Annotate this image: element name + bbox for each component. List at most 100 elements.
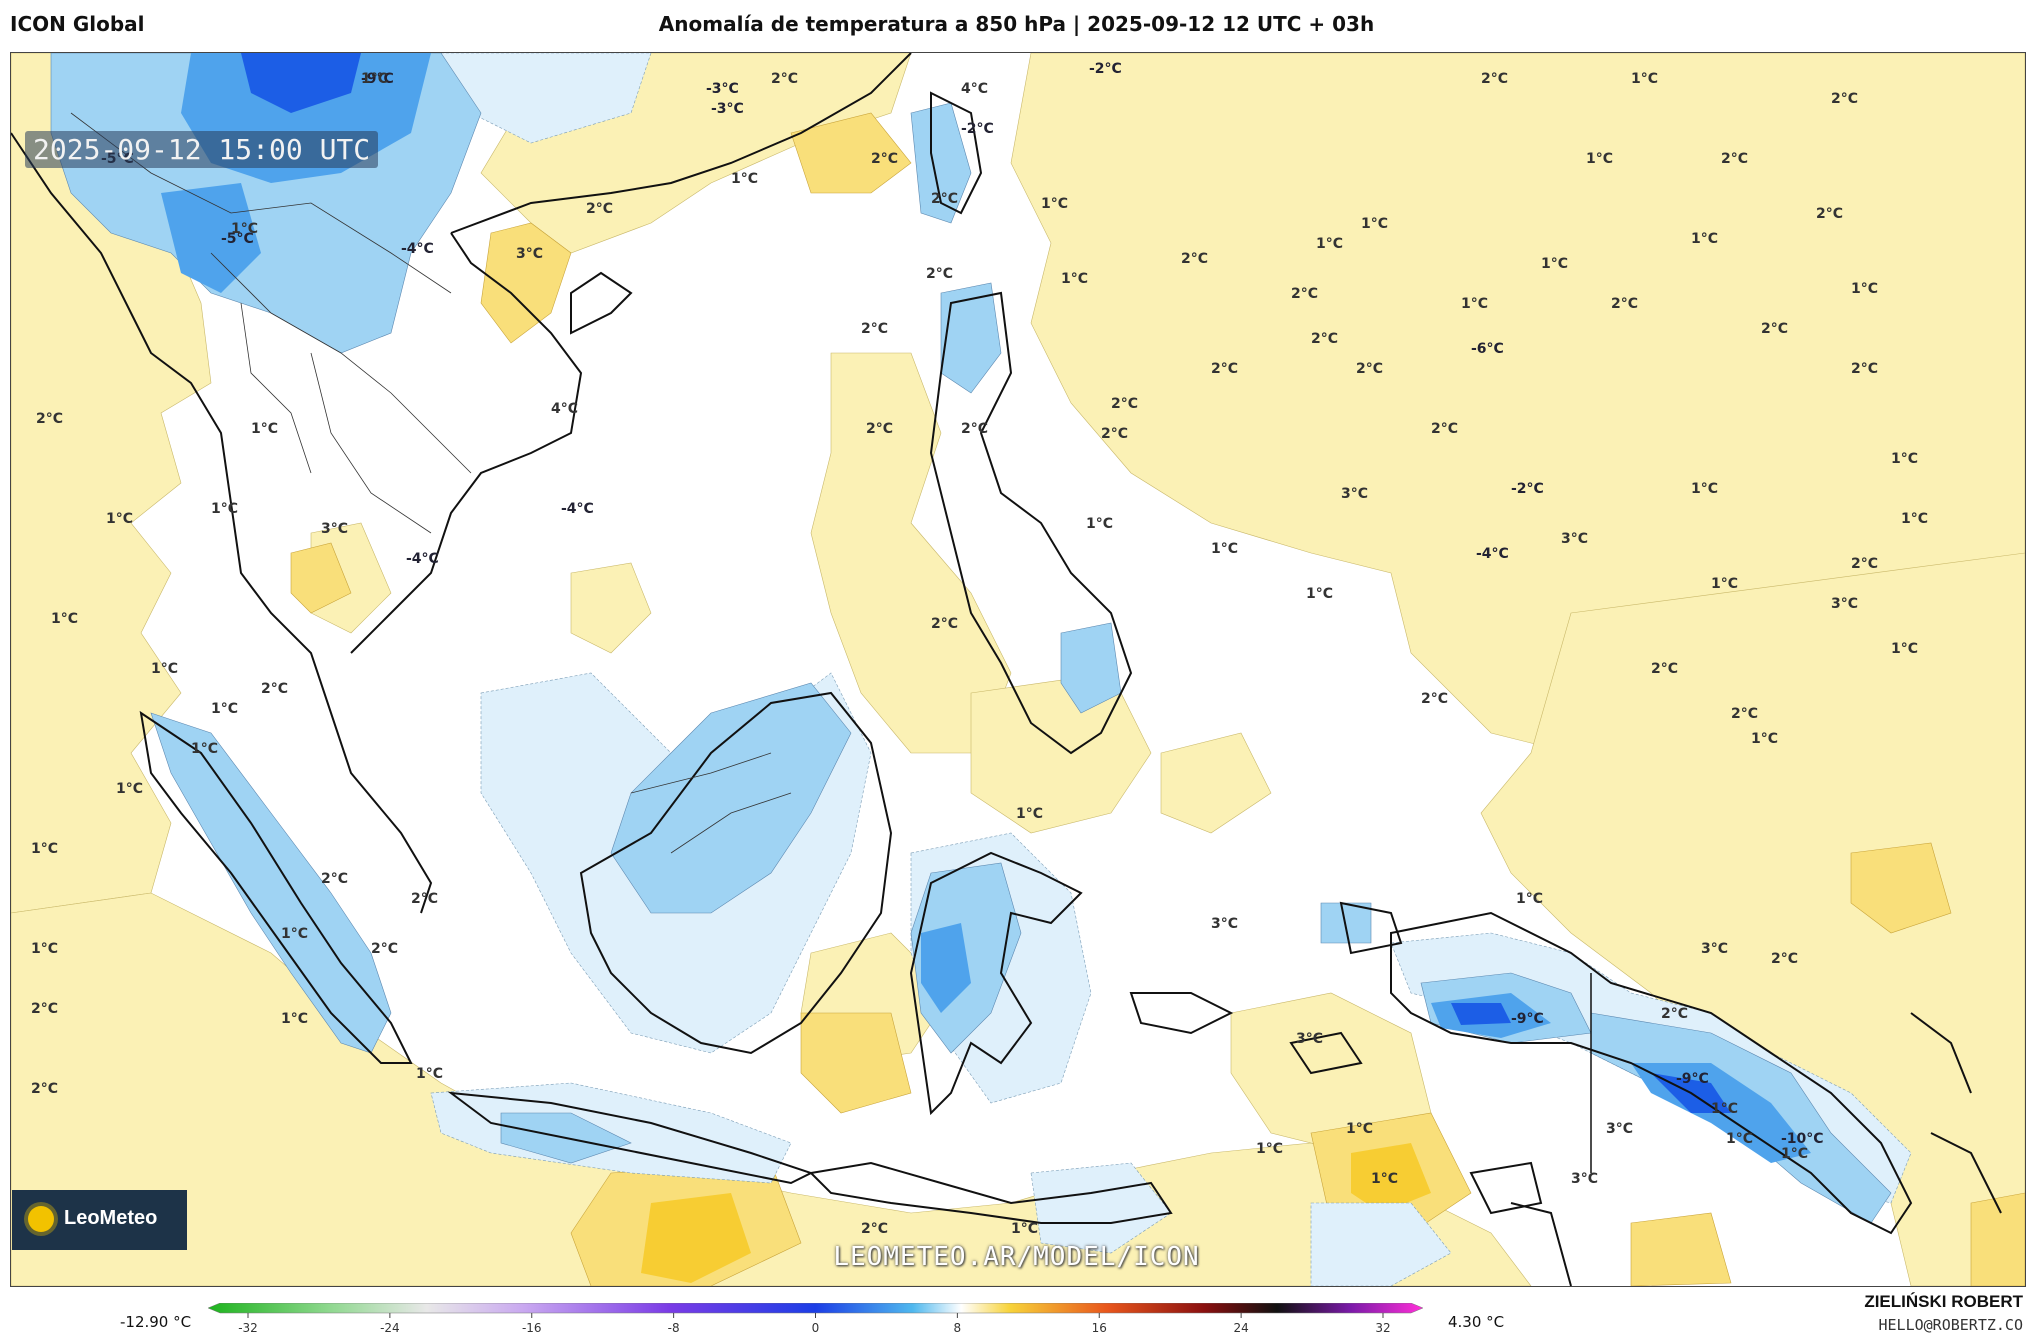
contour-label: 1°C: [1306, 586, 1333, 602]
colorbar-tick-label: 0: [812, 1321, 820, 1335]
colorbar-tick-label: -32: [238, 1321, 258, 1335]
contour-label: 3°C: [1341, 486, 1368, 502]
contour-label: 1°C: [1086, 516, 1113, 532]
contour-label: 1°C: [1041, 196, 1068, 212]
contour-label: 1°C: [1061, 271, 1088, 287]
contour-label: -2°C: [1089, 61, 1122, 77]
colorbar-tick-label: 8: [954, 1321, 962, 1335]
map-panel[interactable]: -9°C-5°C-5°C-4°C4°C-4°C-4°C2°C3°C-3°C2°C…: [10, 52, 2026, 1287]
contour-label: 2°C: [861, 321, 888, 337]
contour-label: 2°C: [31, 1081, 58, 1097]
contour-label: 1°C: [1851, 281, 1878, 297]
contour-label: -9°C: [1676, 1071, 1709, 1087]
coastlines: [11, 53, 2002, 1286]
contour-label: 2°C: [1816, 206, 1843, 222]
contour-label: 2°C: [1721, 151, 1748, 167]
contour-label: 1°C: [1691, 481, 1718, 497]
contour-label: 4°C: [551, 401, 578, 417]
contour-label: 1°C: [1891, 451, 1918, 467]
valid-time-label: 2025-09-12 15:00 UTC: [25, 131, 379, 168]
contour-label: 1°C: [281, 1011, 308, 1027]
contour-label: 3°C: [1831, 596, 1858, 612]
author-email: HELLO@ROBERTZ.CO: [1878, 1316, 2024, 1334]
contour-label: -4°C: [406, 551, 439, 567]
contour-label: 2°C: [1731, 706, 1758, 722]
contour-label: 2°C: [586, 201, 613, 217]
contour-label: 1°C: [191, 741, 218, 757]
contour-label: 2°C: [1111, 396, 1138, 412]
contour-label: 1°C: [1751, 731, 1778, 747]
contour-label: 1°C: [1016, 806, 1043, 822]
contour-label: 2°C: [1661, 1006, 1688, 1022]
contour-label: -4°C: [401, 241, 434, 257]
contour-label: -2°C: [961, 121, 994, 137]
leometeo-logo[interactable]: LeoMeteo: [12, 1190, 187, 1250]
source-watermark: LEOMETEO.AR/MODEL/ICON: [833, 1242, 1200, 1272]
contour-label: 1°C: [1691, 231, 1718, 247]
contour-label: 1°C: [1891, 641, 1918, 657]
contour-label: 1°C: [1541, 256, 1568, 272]
contour-label: 2°C: [1431, 421, 1458, 437]
contour-label: 3°C: [1606, 1121, 1633, 1137]
logo-text: LeoMeteo: [64, 1207, 158, 1229]
contour-label: -5°C: [221, 231, 254, 247]
contour-label: 2°C: [871, 151, 898, 167]
contour-label: 1°C: [31, 941, 58, 957]
contour-label: 2°C: [1311, 331, 1338, 347]
contour-label: 1°C: [361, 71, 388, 87]
map-title: Anomalía de temperatura a 850 hPa | 2025…: [658, 12, 1375, 36]
contour-label: 2°C: [1651, 661, 1678, 677]
warm-mid-areas: [290, 112, 2025, 1286]
contour-label: 3°C: [321, 521, 348, 537]
colorbar-min-label: -12.90 °C: [120, 1313, 192, 1331]
contour-label: -6°C: [1471, 341, 1504, 357]
contour-label: 4°C: [961, 81, 988, 97]
contour-label: 3°C: [1701, 941, 1728, 957]
contour-label: 2°C: [36, 411, 63, 427]
contour-label: 2°C: [866, 421, 893, 437]
contour-label: 2°C: [1851, 361, 1878, 377]
contour-label: -4°C: [1476, 546, 1509, 562]
author-name: ZIELIŃSKI ROBERT: [1864, 1292, 2023, 1311]
contour-label: 1°C: [31, 841, 58, 857]
contour-label: 1°C: [1011, 1221, 1038, 1237]
contour-label: 2°C: [1291, 286, 1318, 302]
contour-label: 2°C: [411, 891, 438, 907]
contour-label: 2°C: [1211, 361, 1238, 377]
contour-label: 1°C: [1631, 71, 1658, 87]
contour-label: 2°C: [1101, 426, 1128, 442]
contour-label: 2°C: [1181, 251, 1208, 267]
contour-label: 2°C: [1611, 296, 1638, 312]
contour-label: 1°C: [51, 611, 78, 627]
contour-label: 3°C: [1296, 1031, 1323, 1047]
contour-label: 1°C: [116, 781, 143, 797]
contour-label: 2°C: [1356, 361, 1383, 377]
contour-label: 2°C: [1831, 91, 1858, 107]
contour-labels: -9°C-5°C-5°C-4°C4°C-4°C-4°C2°C3°C-3°C2°C…: [31, 61, 1928, 1237]
contour-label: 1°C: [1461, 296, 1488, 312]
contour-label: 1°C: [1726, 1131, 1753, 1147]
contour-label: 2°C: [931, 616, 958, 632]
contour-label: -2°C: [1511, 481, 1544, 497]
contour-label: 2°C: [371, 941, 398, 957]
colorbar: -32 -24 -16 -8 0 8 16 24 32: [207, 1302, 1424, 1339]
contour-label: 2°C: [1851, 556, 1878, 572]
contour-label: 1°C: [106, 511, 133, 527]
map-canvas[interactable]: -9°C-5°C-5°C-4°C4°C-4°C-4°C2°C3°C-3°C2°C…: [11, 53, 2025, 1286]
contour-label: 2°C: [31, 1001, 58, 1017]
contour-label: 3°C: [1211, 916, 1238, 932]
contour-label: 1°C: [1371, 1171, 1398, 1187]
contour-label: 2°C: [926, 266, 953, 282]
contour-label: 1°C: [211, 501, 238, 517]
contour-label: 2°C: [1481, 71, 1508, 87]
contour-label: 1°C: [1316, 236, 1343, 252]
contour-label: 2°C: [1761, 321, 1788, 337]
contour-label: 2°C: [1421, 691, 1448, 707]
contour-label: 1°C: [1586, 151, 1613, 167]
contour-label: 1°C: [416, 1066, 443, 1082]
contour-label: 2°C: [771, 71, 798, 87]
colorbar-max-label: 4.30 °C: [1448, 1313, 1505, 1331]
contour-label: 2°C: [261, 681, 288, 697]
contour-label: 2°C: [961, 421, 988, 437]
contour-label: -4°C: [561, 501, 594, 517]
